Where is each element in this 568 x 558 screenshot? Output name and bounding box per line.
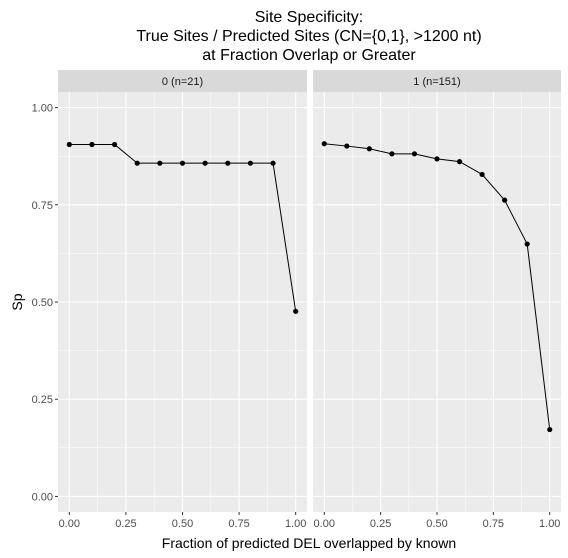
y-axis: 0.00 0.25 0.50 0.75 1.00 [32,103,58,503]
panel-strip-label: 1 (n=151) [413,76,460,88]
data-point [524,241,530,247]
panel-1: 1 (n=151) 0.00 0.25 0.50 0.75 1.00 [313,70,561,530]
x-tick-label: 0.00 [314,518,335,530]
y-tick-label: 1.00 [32,103,53,115]
data-point [479,171,485,178]
x-tick-label: 0.75 [483,518,504,530]
data-point [202,160,208,166]
y-tick-label: 0.25 [32,394,53,406]
data-point [66,141,72,148]
chart-title-line-3: at Fraction Overlap or Greater [202,47,416,64]
y-tick-label: 0.50 [32,297,53,309]
y-axis-title: Sp [9,293,25,310]
data-point [366,146,372,152]
y-tick-label: 0.75 [32,200,53,212]
panel-strip-label: 0 (n=21) [162,76,203,88]
data-point [321,141,327,147]
x-tick-label: 1.00 [285,518,306,530]
panels-layer: 0 (n=21) 0.00 0.25 0.50 0.75 1.00 1 (n=151) 0.0… [58,70,561,530]
data-point [111,141,118,148]
data-point [411,151,418,157]
data-point [225,160,231,166]
panel-0: 0 (n=21) 0.00 0.25 0.50 0.75 1.00 [58,70,307,530]
x-tick-label: 0.75 [228,518,249,530]
data-point [547,426,553,433]
x-tick-label: 1.00 [539,518,560,530]
x-tick-label: 0.50 [172,518,193,530]
x-tick-label: 0.25 [115,518,136,530]
y-tick-label: 0.00 [32,491,53,503]
panel-strip [58,70,307,92]
data-point [179,160,186,166]
data-point [502,197,508,203]
data-point [270,160,276,166]
data-point [134,160,140,166]
x-tick-label: 0.50 [426,518,447,530]
panel-strip [313,70,561,92]
data-point [344,143,350,149]
x-axis-title: Fraction of predicted DEL overlapped by … [162,535,456,551]
data-point [456,159,463,165]
chart-title-line-1: Site Specificity: [255,9,363,26]
data-point [293,308,299,314]
data-point [434,156,440,162]
data-point [389,151,395,157]
data-point [157,160,163,166]
x-tick-label: 0.25 [370,518,391,530]
chart-title-line-2: True Sites / Predicted Sites (CN={0,1}, … [136,28,481,45]
data-point [247,160,254,166]
x-tick-label: 0.00 [59,518,80,530]
data-point [89,141,95,148]
